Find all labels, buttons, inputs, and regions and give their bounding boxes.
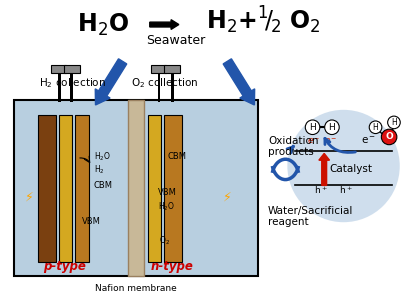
Text: H$_2$: H$_2$ [93, 164, 104, 176]
Text: H: H [390, 118, 396, 127]
Text: VBM: VBM [157, 188, 176, 197]
Bar [58, 71, 61, 102]
Bar [64, 65, 80, 73]
Text: H$_2$O: H$_2$O [93, 150, 110, 163]
Bar [75, 115, 88, 262]
Bar [128, 100, 144, 276]
Text: H: H [308, 123, 315, 132]
Text: H$_2$ collection: H$_2$ collection [38, 76, 106, 90]
FancyArrow shape [318, 153, 329, 186]
Bar [171, 71, 173, 102]
Text: H: H [372, 123, 378, 132]
Text: O$_2$: O$_2$ [159, 234, 170, 247]
Text: H: H [328, 123, 335, 132]
Text: n-type: n-type [150, 260, 193, 273]
Bar [51, 65, 66, 73]
FancyArrow shape [222, 59, 254, 105]
Circle shape [369, 121, 381, 133]
Circle shape [324, 120, 338, 135]
Text: Water/Sacrificial
reagent: Water/Sacrificial reagent [267, 206, 353, 227]
Text: e$^-$: e$^-$ [324, 136, 337, 146]
Bar [157, 71, 160, 102]
Text: O$_2$ collection: O$_2$ collection [130, 76, 198, 90]
Circle shape [380, 129, 396, 145]
Bar [58, 115, 72, 262]
Text: Nafion membrane: Nafion membrane [95, 284, 177, 293]
Text: Seawater: Seawater [146, 34, 205, 46]
Text: Catalyst: Catalyst [329, 164, 372, 174]
Text: Oxidation
products: Oxidation products [267, 136, 318, 158]
Circle shape [305, 120, 319, 135]
Text: O: O [384, 133, 392, 141]
FancyArrow shape [95, 59, 126, 105]
Text: e$^-$: e$^-$ [306, 136, 319, 146]
FancyArrow shape [149, 20, 178, 29]
Text: H$_2$O: H$_2$O [77, 11, 129, 38]
Bar [148, 115, 161, 262]
Text: CBM: CBM [93, 181, 112, 190]
Text: H$_2$+$^1\!/_{\!2}$ O$_2$: H$_2$+$^1\!/_{\!2}$ O$_2$ [205, 5, 320, 36]
Circle shape [287, 110, 399, 222]
Bar [70, 71, 73, 102]
Text: H$_2$O: H$_2$O [157, 201, 174, 213]
Bar [38, 115, 56, 262]
Text: h$^+$: h$^+$ [314, 184, 327, 196]
Text: p-type: p-type [43, 260, 86, 273]
Text: VBM: VBM [82, 217, 101, 226]
Text: ⚡: ⚡ [25, 191, 34, 203]
Bar [164, 115, 181, 262]
Bar [14, 100, 258, 276]
Bar [164, 65, 180, 73]
Bar [151, 65, 166, 73]
Text: ⚡: ⚡ [222, 191, 231, 203]
Text: CBM: CBM [167, 152, 186, 161]
Circle shape [387, 116, 399, 129]
Text: e$^-$: e$^-$ [360, 135, 375, 146]
Text: h$^+$: h$^+$ [338, 184, 351, 196]
